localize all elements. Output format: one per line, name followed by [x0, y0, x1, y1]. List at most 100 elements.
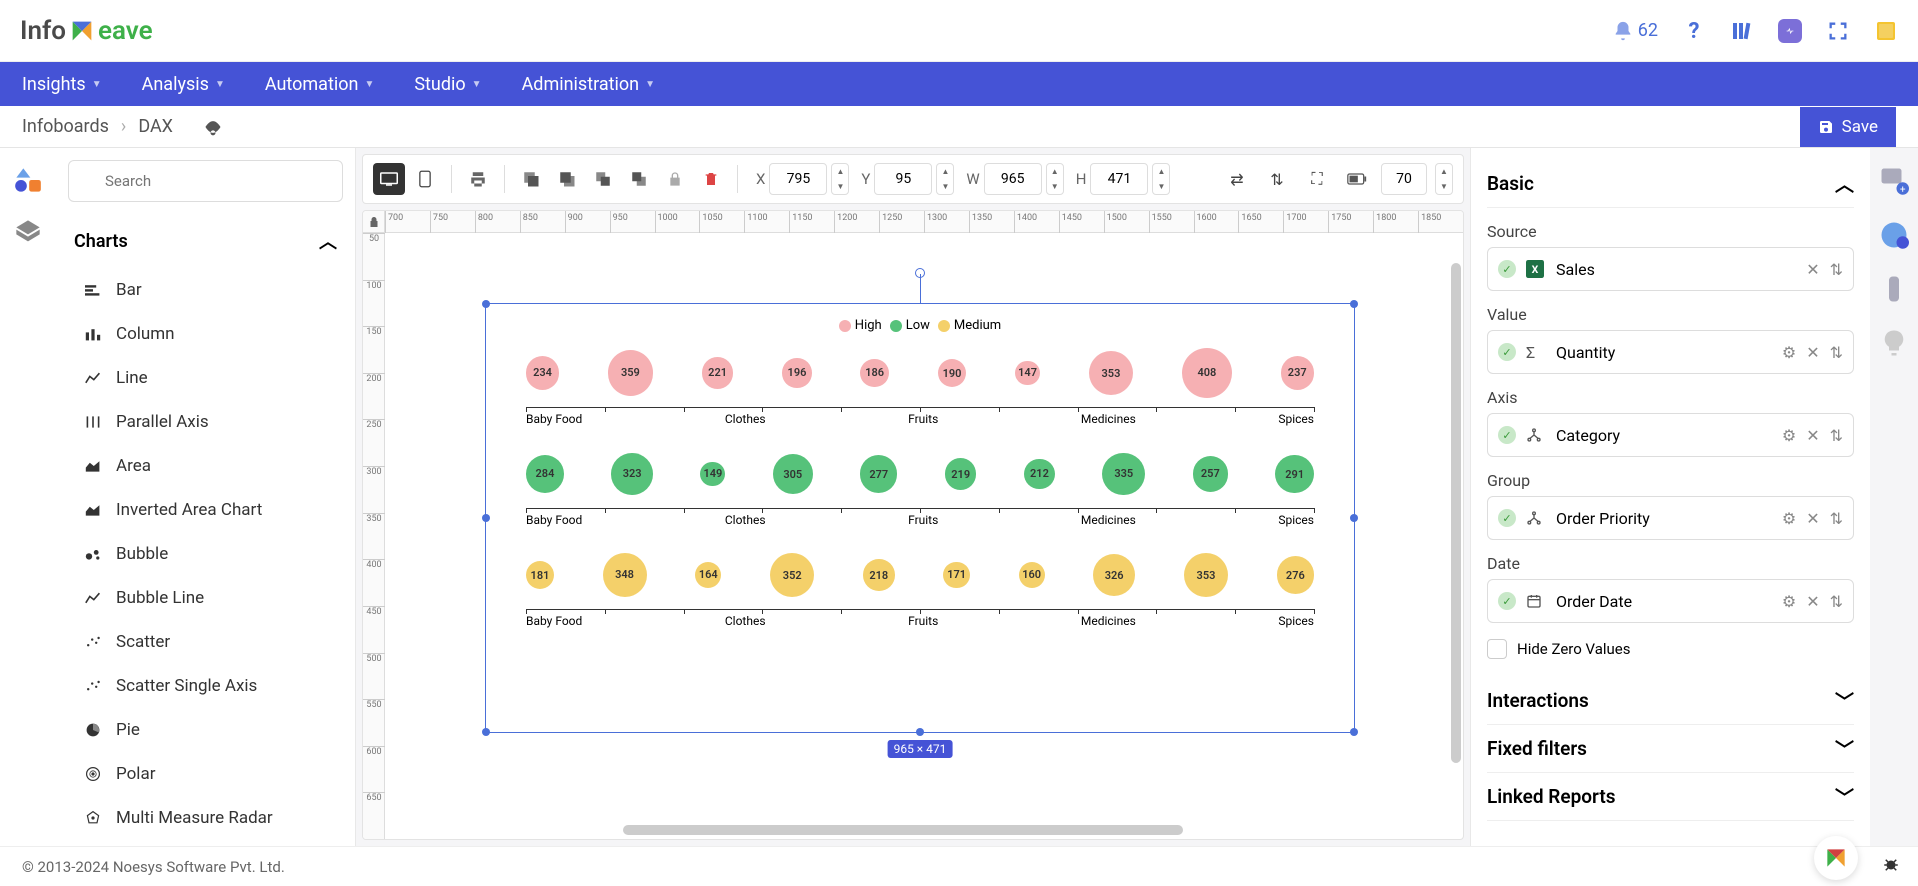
bubble[interactable]: 348: [603, 553, 647, 597]
nav-analysis[interactable]: Analysis▼: [142, 74, 225, 95]
bring-forward-icon[interactable]: [587, 163, 619, 195]
handle-ne[interactable]: [1350, 300, 1358, 308]
chart-type-bubble-line[interactable]: Bubble Line: [56, 576, 355, 620]
visibility-icon[interactable]: [203, 117, 223, 137]
bubble[interactable]: 408: [1182, 348, 1232, 398]
linked-reports-section-header[interactable]: Linked Reports ﹀: [1487, 773, 1854, 821]
bubble[interactable]: 323: [611, 453, 653, 495]
clear-icon[interactable]: ✕: [1806, 343, 1819, 362]
send-back-icon[interactable]: [551, 163, 583, 195]
bubble[interactable]: 160: [1019, 562, 1045, 588]
gear-icon[interactable]: ⚙: [1782, 509, 1796, 528]
bubble[interactable]: 326: [1093, 554, 1135, 596]
zoom-spinner[interactable]: ▲▼: [1435, 163, 1453, 195]
remote-icon[interactable]: [1879, 274, 1909, 304]
clear-icon[interactable]: ✕: [1806, 260, 1819, 279]
bubble[interactable]: 164: [695, 562, 721, 588]
bubble[interactable]: 284: [526, 455, 564, 493]
footer-logo-badge[interactable]: [1814, 836, 1858, 880]
battery-icon[interactable]: [1341, 163, 1373, 195]
nav-administration[interactable]: Administration▼: [522, 74, 655, 95]
dropdown-icon[interactable]: ⇅: [1830, 509, 1843, 528]
bubble[interactable]: 234: [526, 356, 559, 389]
save-button[interactable]: Save: [1800, 107, 1896, 147]
print-icon[interactable]: [462, 163, 494, 195]
bubble[interactable]: 353: [1184, 553, 1229, 598]
device-desktop-icon[interactable]: [373, 163, 405, 195]
chart-type-pie[interactable]: Pie: [56, 708, 355, 752]
palette-icon[interactable]: [1879, 220, 1909, 250]
dropdown-icon[interactable]: ⇅: [1830, 592, 1843, 611]
handle-s[interactable]: [916, 728, 924, 736]
h-spinner[interactable]: ▲▼: [1152, 163, 1170, 195]
dropdown-icon[interactable]: ⇅: [1830, 260, 1843, 279]
bubble[interactable]: 219: [945, 458, 977, 490]
bubble[interactable]: 218: [863, 559, 895, 591]
bubble[interactable]: 276: [1277, 556, 1314, 593]
bubble[interactable]: 305: [773, 454, 813, 494]
bubble[interactable]: 181: [526, 561, 554, 589]
device-mobile-icon[interactable]: [409, 163, 441, 195]
chart-type-area[interactable]: Area: [56, 444, 355, 488]
fullscreen-icon[interactable]: [1826, 19, 1850, 43]
interactions-section-header[interactable]: Interactions ﹀: [1487, 677, 1854, 725]
bubble[interactable]: 359: [608, 350, 653, 395]
canvas-inner[interactable]: 965 × 471 HighLowMedium 2343592211961861…: [385, 233, 1463, 839]
flip-h-icon[interactable]: ⇄: [1221, 163, 1253, 195]
gear-icon[interactable]: ⚙: [1782, 592, 1796, 611]
layers-icon[interactable]: [14, 218, 42, 246]
nav-automation[interactable]: Automation▼: [265, 74, 375, 95]
canvas-scrollbar-h[interactable]: [623, 825, 1183, 835]
bubble[interactable]: 277: [860, 455, 897, 492]
h-input[interactable]: [1090, 163, 1148, 195]
hide-zero-checkbox[interactable]: Hide Zero Values: [1487, 639, 1854, 659]
axis-field[interactable]: ✓ Category ⚙✕⇅: [1487, 413, 1854, 457]
bubble[interactable]: 196: [782, 358, 811, 387]
charts-section-header[interactable]: Charts ︿: [56, 214, 355, 268]
y-spinner[interactable]: ▲▼: [936, 163, 954, 195]
notes-icon[interactable]: [1874, 19, 1898, 43]
date-field[interactable]: ✓ Order Date ⚙✕⇅: [1487, 579, 1854, 623]
clear-icon[interactable]: ✕: [1806, 592, 1819, 611]
bubble[interactable]: 335: [1102, 453, 1145, 496]
bubble[interactable]: 147: [1015, 361, 1040, 386]
expand-icon[interactable]: ⛶: [1301, 163, 1333, 195]
bubble[interactable]: 212: [1024, 459, 1055, 490]
chart-type-scatter-single-axis[interactable]: Scatter Single Axis: [56, 664, 355, 708]
handle-sw[interactable]: [482, 728, 490, 736]
bubble[interactable]: 257: [1193, 456, 1228, 491]
bring-front-icon[interactable]: [515, 163, 547, 195]
group-field[interactable]: ✓ Order Priority ⚙✕⇅: [1487, 496, 1854, 540]
chart-type-column[interactable]: Column: [56, 312, 355, 356]
x-spinner[interactable]: ▲▼: [831, 163, 849, 195]
bubble[interactable]: 237: [1281, 356, 1314, 389]
zoom-input[interactable]: [1381, 163, 1427, 195]
send-backward-icon[interactable]: [623, 163, 655, 195]
help-icon[interactable]: ?: [1682, 19, 1706, 43]
source-field[interactable]: ✓ X Sales ✕⇅: [1487, 247, 1854, 291]
activity-icon[interactable]: [1778, 19, 1802, 43]
bubble[interactable]: 291: [1275, 455, 1314, 494]
bubble[interactable]: 221: [702, 357, 734, 389]
w-spinner[interactable]: ▲▼: [1046, 163, 1064, 195]
dropdown-icon[interactable]: ⇅: [1830, 343, 1843, 362]
handle-e[interactable]: [1350, 514, 1358, 522]
value-field[interactable]: ✓ Σ Quantity ⚙✕⇅: [1487, 330, 1854, 374]
chart-type-parallel-axis[interactable]: Parallel Axis: [56, 400, 355, 444]
lock-icon[interactable]: [659, 163, 691, 195]
legend-item-medium[interactable]: Medium: [938, 318, 1001, 333]
bulb-icon[interactable]: [1879, 328, 1909, 358]
handle-nw[interactable]: [482, 300, 490, 308]
chart-type-line[interactable]: Line: [56, 356, 355, 400]
library-icon[interactable]: [1730, 19, 1754, 43]
gear-icon[interactable]: ⚙: [1782, 426, 1796, 445]
widget-add-icon[interactable]: +: [1879, 166, 1909, 196]
chart-type-polar[interactable]: Polar: [56, 752, 355, 796]
logo[interactable]: Info eave: [20, 16, 153, 46]
nav-insights[interactable]: Insights▼: [22, 74, 102, 95]
handle-w[interactable]: [482, 514, 490, 522]
basic-section-header[interactable]: Basic ︿: [1487, 160, 1854, 208]
chart-type-bar[interactable]: Bar: [56, 268, 355, 312]
gear-icon[interactable]: ⚙: [1782, 343, 1796, 362]
chart-type-scatter[interactable]: Scatter: [56, 620, 355, 664]
